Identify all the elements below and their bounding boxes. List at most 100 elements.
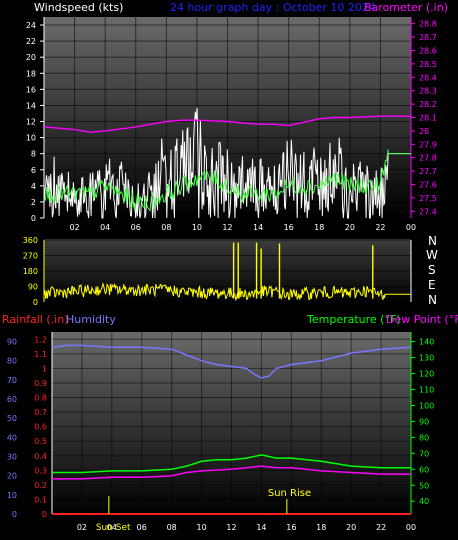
rain-y-tick-10: 1 — [42, 364, 47, 373]
dir-y-tick-3: 270 — [23, 252, 38, 261]
baro-y-tick-4: 27.8 — [419, 154, 437, 163]
wind-y-tick-1: 2 — [31, 198, 36, 207]
rain-y-tick-0: 0 — [42, 510, 47, 519]
baro-y-tick-14: 28.8 — [419, 20, 437, 29]
temp-x-tick-02: 02 — [77, 523, 87, 532]
humidity-y-tick-0: 0 — [12, 510, 17, 519]
dir-letter-s: S — [428, 263, 436, 277]
wind-x-tick-14: 14 — [253, 223, 263, 232]
wind-x-tick-08: 08 — [161, 223, 171, 232]
barometer-line — [43, 115, 411, 133]
wind-y-tick-12: 24 — [26, 21, 36, 30]
windspeed-label: Windspeed (kts) — [34, 1, 123, 14]
temp-x-tick-08: 08 — [167, 523, 177, 532]
rain-y-tick-1: 0.1 — [34, 495, 47, 504]
temp-x-tick-04: 04 — [107, 523, 117, 532]
wind-gust-line — [43, 107, 411, 219]
temp-x-tick-18: 18 — [316, 523, 326, 532]
sunrise-annotation: Sun Rise — [268, 488, 311, 499]
dir-letter-n-top: N — [428, 234, 437, 248]
temp-y-tick-4: 80 — [419, 433, 429, 442]
temp-y-tick-2: 60 — [419, 465, 429, 474]
humidity-y-tick-8: 80 — [7, 357, 17, 366]
humidity-y-tick-4: 40 — [7, 433, 17, 442]
temp-y-tick-0: 40 — [419, 497, 429, 506]
dir-y-tick-4: 360 — [23, 236, 38, 245]
rain-y-tick-2: 0.2 — [34, 481, 47, 490]
temp-x-tick-14: 14 — [256, 523, 266, 532]
baro-y-tick-11: 28.5 — [419, 60, 437, 69]
humidity-y-tick-3: 30 — [7, 453, 17, 462]
humidity-y-tick-6: 60 — [7, 395, 17, 404]
chart-title: 24 hour graph day : October 10 2024 — [170, 1, 376, 14]
temp-y-tick-1: 50 — [419, 481, 429, 490]
wind-direction-line — [43, 282, 411, 302]
baro-y-tick-9: 28.3 — [419, 87, 437, 96]
baro-y-tick-12: 28.6 — [419, 47, 437, 56]
humidity-y-tick-7: 70 — [7, 376, 17, 385]
dew-point-line — [52, 465, 411, 480]
baro-y-tick-7: 28.1 — [419, 114, 437, 123]
dir-letter-n-bottom: N — [428, 293, 437, 307]
wind-y-tick-6: 12 — [26, 118, 36, 127]
dir-y-tick-2: 180 — [23, 267, 38, 276]
rain-y-tick-6: 0.6 — [34, 423, 47, 432]
wind-y-tick-5: 10 — [26, 134, 36, 143]
wind-x-tick-02: 02 — [69, 223, 79, 232]
baro-y-tick-5: 27.9 — [419, 140, 437, 149]
dir-letter-w: W — [426, 248, 438, 262]
temperature-line — [52, 454, 411, 474]
temp-y-tick-10: 140 — [419, 338, 434, 347]
temperature-label: Temperature (°F) — [306, 313, 401, 326]
humidity-line — [51, 344, 412, 379]
wind-y-tick-10: 20 — [26, 53, 36, 62]
dew-point-label: Dew Point (°F) — [386, 313, 458, 326]
rainfall-label: Rainfall (.in) — [2, 313, 69, 326]
wind-x-tick-04: 04 — [100, 223, 110, 232]
wind-y-tick-4: 8 — [31, 150, 36, 159]
baro-y-tick-0: 27.4 — [419, 207, 437, 216]
temp-y-tick-5: 90 — [419, 417, 429, 426]
wind-x-tick-18: 18 — [314, 223, 324, 232]
rain-y-tick-12: 1.2 — [34, 335, 47, 344]
barometer-label: Barometer (.in) — [364, 1, 448, 14]
wind-x-tick-12: 12 — [222, 223, 232, 232]
temp-x-tick-10: 10 — [196, 523, 206, 532]
wind-x-tick-20: 20 — [345, 223, 355, 232]
baro-y-tick-13: 28.7 — [419, 33, 437, 42]
humidity-y-tick-2: 20 — [7, 472, 17, 481]
sunset-annotation: Sun Set — [96, 523, 131, 533]
rain-y-tick-11: 1.1 — [34, 350, 47, 359]
temp-y-tick-9: 130 — [419, 354, 434, 363]
baro-y-tick-1: 27.5 — [419, 194, 437, 203]
wind-y-tick-3: 6 — [31, 166, 36, 175]
temp-y-tick-3: 70 — [419, 449, 429, 458]
humidity-y-tick-9: 90 — [7, 338, 17, 347]
wind-y-tick-11: 22 — [26, 37, 36, 46]
rain-y-tick-3: 0.3 — [34, 466, 47, 475]
wind-average-line — [43, 149, 411, 213]
humidity-label: Humidity — [66, 313, 116, 326]
dir-letter-e: E — [428, 278, 436, 292]
temp-y-tick-8: 120 — [419, 370, 434, 379]
wind-x-tick-16: 16 — [284, 223, 294, 232]
temp-x-tick-16: 16 — [286, 523, 296, 532]
wind-y-tick-8: 16 — [26, 85, 36, 94]
wind-y-tick-0: 0 — [31, 214, 36, 223]
rain-y-tick-9: 0.9 — [34, 379, 47, 388]
temp-x-tick-00: 00 — [406, 523, 416, 532]
baro-y-tick-2: 27.6 — [419, 181, 437, 190]
wind-x-tick-10: 10 — [192, 223, 202, 232]
baro-y-tick-8: 28.2 — [419, 100, 437, 109]
dir-y-tick-0: 0 — [33, 298, 38, 307]
baro-y-tick-3: 27.7 — [419, 167, 437, 176]
dir-y-tick-1: 90 — [28, 283, 38, 292]
wind-x-tick-22: 22 — [375, 223, 385, 232]
temp-y-tick-6: 100 — [419, 401, 434, 410]
baro-y-tick-10: 28.4 — [419, 73, 437, 82]
tick-labels: 02468101214161820222427.427.527.627.727.… — [7, 20, 437, 532]
rain-y-tick-8: 0.8 — [34, 394, 47, 403]
wind-x-tick-06: 06 — [131, 223, 141, 232]
